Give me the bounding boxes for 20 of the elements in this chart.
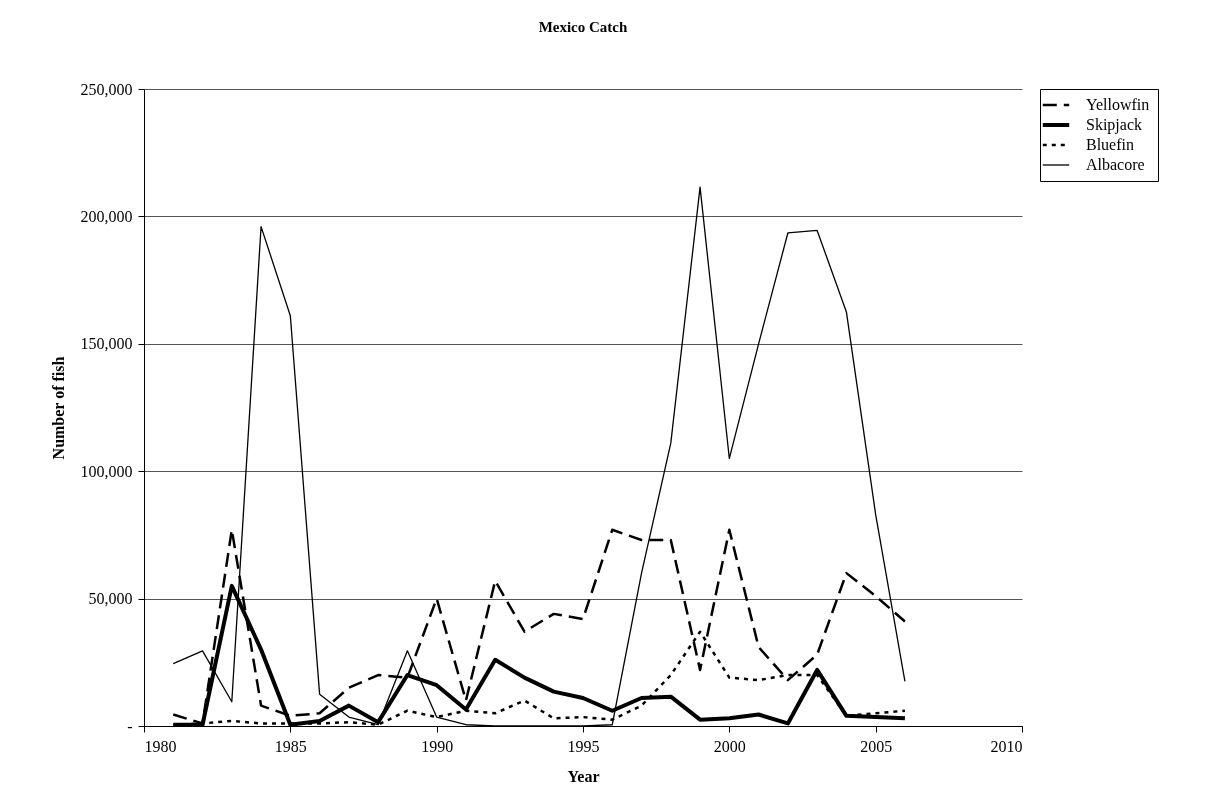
y-tick-label: - xyxy=(127,717,133,735)
y-tick-label: 50,000 xyxy=(88,590,133,608)
legend-label: Albacore xyxy=(1086,156,1145,173)
x-tick-label: 1995 xyxy=(567,737,600,755)
legend-label: Yellowfin xyxy=(1086,96,1150,113)
y-axis-title: Number of fish xyxy=(49,356,67,460)
y-tick-label: 200,000 xyxy=(80,207,133,225)
x-tick-label: 2000 xyxy=(713,737,746,755)
chart-title: Mexico Catch xyxy=(538,19,629,35)
x-tick-label: 1985 xyxy=(274,737,307,755)
legend-label: Bluefin xyxy=(1086,136,1134,153)
y-tick-label: 150,000 xyxy=(80,335,133,353)
x-tick-label: 1990 xyxy=(421,737,454,755)
y-tick-label: 100,000 xyxy=(80,462,133,480)
legend-label: Skipjack xyxy=(1086,116,1142,134)
x-tick-label: 1980 xyxy=(144,737,177,755)
x-tick-label: 2010 xyxy=(990,737,1023,755)
y-tick-label: 250,000 xyxy=(80,80,133,98)
x-axis-title: Year xyxy=(567,767,600,785)
x-tick-label: 2005 xyxy=(860,737,893,755)
